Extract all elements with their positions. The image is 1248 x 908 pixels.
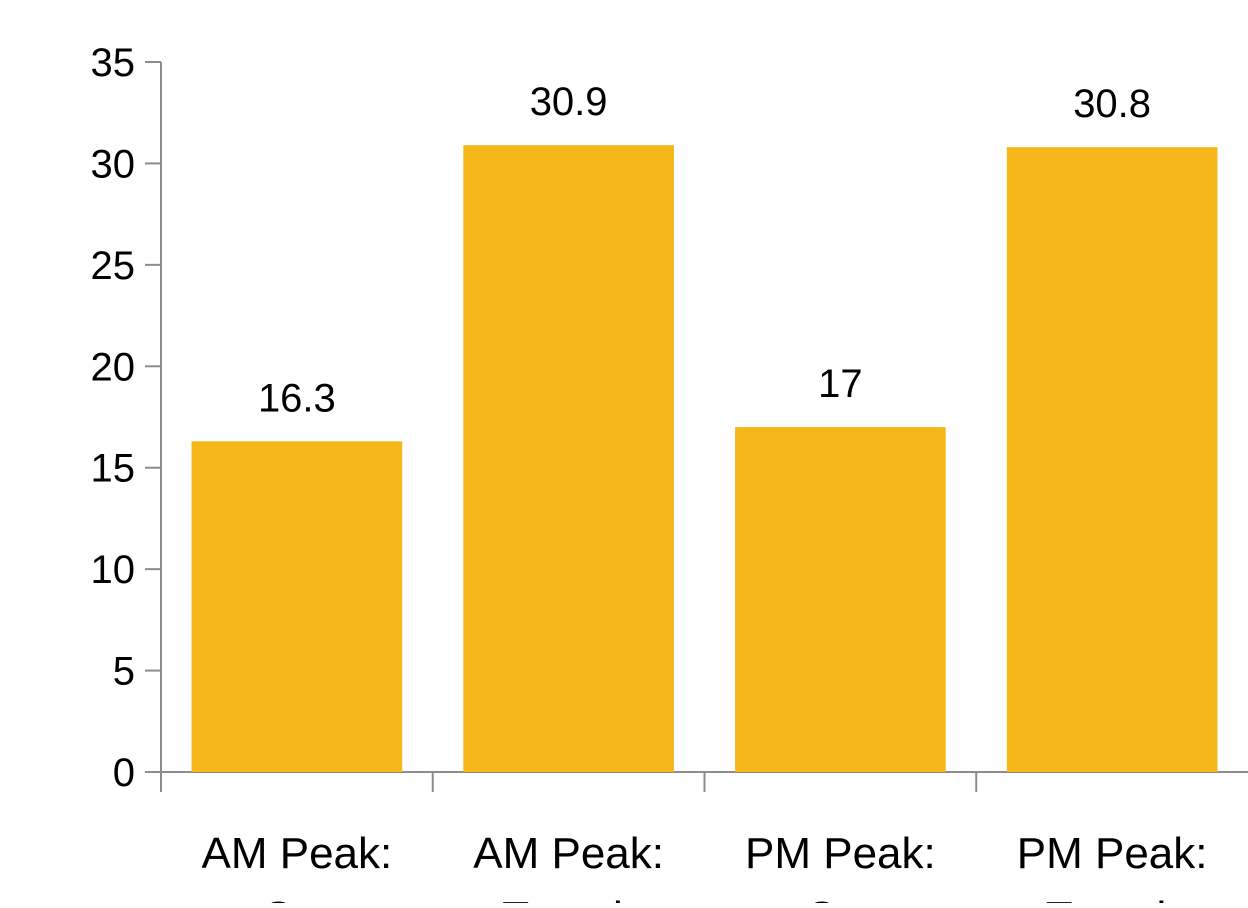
y-tick-label: 20: [91, 345, 136, 389]
category-label: AM Peak:: [473, 829, 664, 878]
y-tick-label: 5: [113, 650, 135, 694]
bar: [735, 427, 946, 772]
data-label: 30.8: [1073, 82, 1151, 126]
y-tick-label: 10: [91, 548, 136, 592]
y-tick-label: 15: [91, 447, 136, 491]
category-label: Transit: [1046, 893, 1179, 903]
y-tick-label: 0: [113, 751, 135, 795]
category-label: Car: [261, 893, 332, 903]
category-label: Car: [805, 893, 876, 903]
bar: [1006, 147, 1218, 772]
x-axis: [160, 771, 1248, 792]
data-labels: 16.3 30.9 17 30.8: [258, 80, 1151, 420]
y-tick-label: 30: [91, 142, 136, 186]
bars: [191, 145, 1218, 772]
y-tick-label: 25: [91, 244, 136, 288]
y-axis: 0 5 10 15 20 25 30 35: [91, 41, 162, 795]
category-label: Transit: [502, 893, 635, 903]
category-label: AM Peak:: [202, 829, 393, 878]
y-tick-label: 35: [91, 41, 136, 85]
bar: [463, 145, 674, 772]
data-label: 30.9: [530, 80, 608, 124]
category-label: PM Peak:: [1017, 829, 1208, 878]
category-labels: AM Peak: Car AM Peak: Transit PM Peak: Car PM …: [202, 829, 1208, 908]
category-label: PM Peak:: [745, 829, 936, 878]
bar: [191, 441, 403, 772]
data-label: 16.3: [258, 376, 336, 420]
data-label: 17: [818, 362, 863, 406]
